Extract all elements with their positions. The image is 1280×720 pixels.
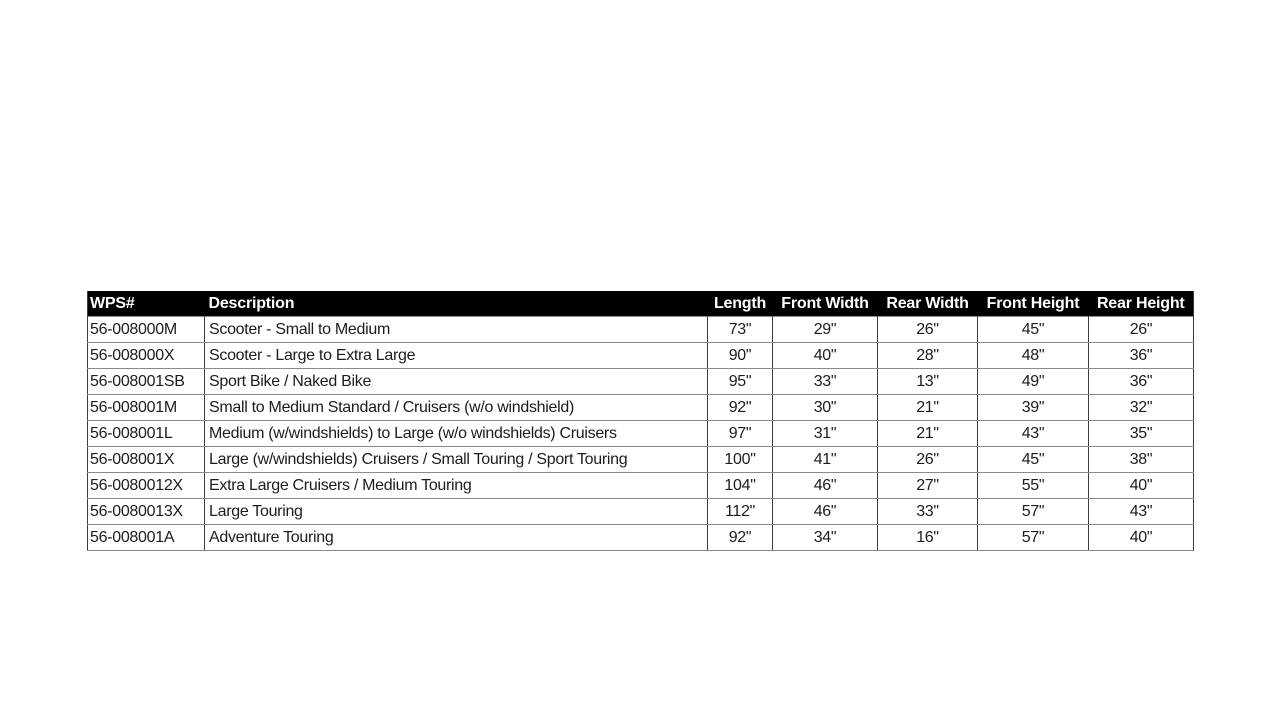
cell-front_width: 41" (772, 446, 878, 473)
cell-front_height: 39" (977, 394, 1089, 421)
cell-length: 104" (707, 472, 773, 499)
column-header-length: Length (707, 291, 773, 317)
cell-rear_width: 21" (877, 394, 978, 421)
cell-rear_height: 36" (1088, 368, 1194, 395)
cell-length: 90" (707, 342, 773, 369)
cell-description: Adventure Touring (204, 524, 708, 551)
table-header-row: WPS# Description Length Front Width Rear Wid… (87, 291, 1194, 317)
table-row: 56-008001X Large (w/windshields) Cruisers… (87, 446, 1194, 473)
spec-table: WPS# Description Length Front Width Rear Wid… (87, 291, 1194, 551)
cell-wps: 56-008000X (87, 342, 205, 369)
cell-rear_width: 26" (877, 446, 978, 473)
column-header-wps: WPS# (87, 291, 205, 317)
cell-front_width: 34" (772, 524, 878, 551)
cell-front_width: 46" (772, 498, 878, 525)
cell-wps: 56-0080013X (87, 498, 205, 525)
cell-front_width: 30" (772, 394, 878, 421)
cell-rear_width: 13" (877, 368, 978, 395)
column-header-rear_width: Rear Width (877, 291, 978, 317)
cell-wps: 56-008001M (87, 394, 205, 421)
cell-front_width: 31" (772, 420, 878, 447)
cell-rear_width: 26" (877, 316, 978, 343)
cell-front_height: 57" (977, 524, 1089, 551)
cell-length: 73" (707, 316, 773, 343)
cell-front_height: 43" (977, 420, 1089, 447)
size-chart-sheet: WPS# Description Length Front Width Rear Wid… (87, 291, 1194, 551)
cell-wps: 56-008001SB (87, 368, 205, 395)
table-row: 56-008000M Scooter - Small to Medium 73" 29… (87, 316, 1194, 343)
column-header-rear_height: Rear Height (1088, 291, 1194, 317)
cell-wps: 56-008001L (87, 420, 205, 447)
cell-rear_height: 40" (1088, 524, 1194, 551)
cell-rear_width: 27" (877, 472, 978, 499)
table-row: 56-008001M Small to Medium Standard / Cru… (87, 394, 1194, 421)
cell-rear_height: 43" (1088, 498, 1194, 525)
cell-rear_width: 21" (877, 420, 978, 447)
cell-length: 112" (707, 498, 773, 525)
cell-length: 100" (707, 446, 773, 473)
cell-wps: 56-008001X (87, 446, 205, 473)
column-header-front_width: Front Width (772, 291, 878, 317)
cell-rear_height: 35" (1088, 420, 1194, 447)
table-row: 56-008001L Medium (w/windshields) to Larg… (87, 420, 1194, 447)
cell-description: Large Touring (204, 498, 708, 525)
cell-front_width: 46" (772, 472, 878, 499)
cell-front_height: 57" (977, 498, 1089, 525)
cell-rear_height: 36" (1088, 342, 1194, 369)
cell-length: 92" (707, 394, 773, 421)
cell-rear_height: 38" (1088, 446, 1194, 473)
cell-front_height: 45" (977, 446, 1089, 473)
cell-description: Large (w/windshields) Cruisers / Small T… (204, 446, 708, 473)
cell-rear_width: 33" (877, 498, 978, 525)
table-row: 56-008000X Scooter - Large to Extra Large… (87, 342, 1194, 369)
cell-front_height: 49" (977, 368, 1089, 395)
cell-front_height: 55" (977, 472, 1089, 499)
cell-rear_width: 16" (877, 524, 978, 551)
cell-description: Scooter - Small to Medium (204, 316, 708, 343)
spec-table-body: 56-008000M Scooter - Small to Medium 73" 29… (87, 316, 1194, 551)
cell-description: Scooter - Large to Extra Large (204, 342, 708, 369)
cell-rear_height: 32" (1088, 394, 1194, 421)
cell-length: 92" (707, 524, 773, 551)
cell-description: Medium (w/windshields) to Large (w/o win… (204, 420, 708, 447)
cell-front_height: 48" (977, 342, 1089, 369)
cell-length: 95" (707, 368, 773, 395)
cell-wps: 56-0080012X (87, 472, 205, 499)
column-header-description: Description (204, 291, 708, 317)
cell-wps: 56-008000M (87, 316, 205, 343)
table-row: 56-0080012X Extra Large Cruisers / Medium… (87, 472, 1194, 499)
cell-description: Small to Medium Standard / Cruisers (w/o… (204, 394, 708, 421)
cell-rear_height: 26" (1088, 316, 1194, 343)
cell-length: 97" (707, 420, 773, 447)
cell-front_width: 40" (772, 342, 878, 369)
cell-wps: 56-008001A (87, 524, 205, 551)
cell-front_width: 29" (772, 316, 878, 343)
cell-front_height: 45" (977, 316, 1089, 343)
cell-rear_width: 28" (877, 342, 978, 369)
column-header-front_height: Front Height (977, 291, 1089, 317)
cell-description: Sport Bike / Naked Bike (204, 368, 708, 395)
table-row: 56-008001SB Sport Bike / Naked Bike 95" 33"… (87, 368, 1194, 395)
table-row: 56-0080013X Large Touring 112" 46" 33" 57" 43" (87, 498, 1194, 525)
table-row: 56-008001A Adventure Touring 92" 34" 16" 57" 4… (87, 524, 1194, 551)
cell-rear_height: 40" (1088, 472, 1194, 499)
cell-front_width: 33" (772, 368, 878, 395)
cell-description: Extra Large Cruisers / Medium Touring (204, 472, 708, 499)
